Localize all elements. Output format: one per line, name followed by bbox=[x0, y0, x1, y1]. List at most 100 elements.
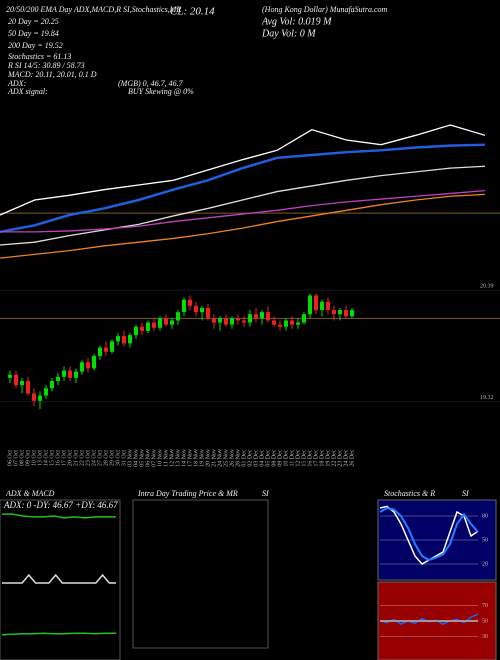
candle-body bbox=[104, 347, 108, 352]
x-tick-label: 18 Dec bbox=[319, 449, 325, 466]
candle-body bbox=[284, 320, 288, 327]
candle-body bbox=[260, 312, 264, 319]
candle-body bbox=[80, 362, 84, 372]
x-tick-label: 21 Nov bbox=[211, 449, 217, 467]
x-tick-label: 16 Oct bbox=[55, 450, 61, 466]
x-tick-label: 03 Nov bbox=[127, 449, 133, 467]
indicator-line bbox=[2, 513, 116, 519]
candle-body bbox=[20, 380, 24, 386]
panel-title: Intra Day Trading Price & MR bbox=[137, 489, 238, 498]
x-tick-label: 10 Nov bbox=[157, 449, 163, 467]
stat: ADX signal: bbox=[7, 87, 48, 96]
x-tick-label: 05 Nov bbox=[139, 449, 145, 467]
candle-body bbox=[302, 314, 306, 323]
x-tick-label: 31 Oct bbox=[121, 450, 127, 466]
indicator-line bbox=[379, 506, 479, 562]
candle-body bbox=[134, 326, 138, 336]
header-close: CL: 20.14 bbox=[170, 6, 215, 18]
x-tick-label: 04 Dec bbox=[259, 449, 265, 466]
candle-body bbox=[278, 324, 282, 327]
candle-body bbox=[8, 374, 12, 378]
stat: BUY Skewing @ 0% bbox=[128, 87, 194, 96]
candle-body bbox=[44, 388, 48, 396]
x-tick-label: 03 Dec bbox=[253, 449, 259, 466]
x-tick-label: 10 Oct bbox=[31, 450, 37, 466]
y-tick-label: 50 bbox=[482, 618, 488, 624]
x-tick-label: 18 Nov bbox=[193, 449, 199, 467]
x-tick-label: 19 Nov bbox=[199, 449, 205, 467]
ma-line bbox=[0, 143, 486, 234]
x-tick-label: 04 Nov bbox=[133, 449, 139, 467]
candle-body bbox=[182, 299, 186, 313]
x-tick-label: 02 Dec bbox=[247, 449, 253, 466]
candle-body bbox=[212, 318, 216, 323]
candle-body bbox=[320, 301, 324, 311]
candle-body bbox=[200, 307, 204, 313]
candle-body bbox=[290, 320, 294, 325]
x-tick-label: 08 Oct bbox=[19, 450, 25, 466]
candle-body bbox=[74, 371, 78, 378]
x-tick-label: 17 Nov bbox=[187, 449, 193, 467]
candle-body bbox=[344, 310, 348, 317]
x-tick-label: 09 Oct bbox=[25, 450, 31, 466]
stat: ADX: bbox=[7, 79, 27, 88]
x-tick-label: 12 Dec bbox=[295, 449, 301, 466]
indicator-line bbox=[1, 632, 116, 636]
day-volume: Day Vol: 0 M bbox=[261, 28, 316, 39]
y-tick-label: 19.32 bbox=[480, 395, 494, 401]
candle-body bbox=[62, 370, 66, 377]
panel-title: SI bbox=[462, 489, 469, 498]
x-tick-label: 20 Oct bbox=[67, 450, 73, 466]
adx-frame bbox=[0, 499, 121, 660]
candle-body bbox=[26, 380, 30, 394]
candle-body bbox=[314, 295, 318, 311]
candle-body bbox=[116, 336, 120, 342]
candle-body bbox=[332, 310, 336, 315]
candle-body bbox=[110, 341, 114, 352]
candle-body bbox=[32, 393, 36, 401]
stat: MACD: 20.11, 20.01, 0.1 D bbox=[7, 70, 97, 79]
candle-body bbox=[176, 312, 180, 321]
candle-body bbox=[242, 320, 246, 323]
ma-line bbox=[0, 189, 486, 233]
candle-body bbox=[170, 320, 174, 325]
x-tick-label: 29 Oct bbox=[109, 450, 115, 466]
y-tick-label: 30 bbox=[482, 634, 488, 640]
candle-body bbox=[140, 326, 144, 331]
candle-body bbox=[50, 380, 54, 389]
x-tick-label: 01 Dec bbox=[241, 449, 247, 466]
x-tick-label: 26 Nov bbox=[229, 449, 235, 467]
x-tick-label: 15 Dec bbox=[301, 449, 307, 466]
candle-body bbox=[224, 318, 228, 325]
candle-body bbox=[98, 347, 102, 356]
x-tick-label: 16 Dec bbox=[307, 449, 313, 466]
stat: R SI 14/5: 30.89 / 58.73 bbox=[7, 61, 85, 70]
candle-body bbox=[206, 307, 210, 319]
candle-body bbox=[308, 295, 312, 315]
x-tick-label: 13 Oct bbox=[37, 450, 43, 466]
stat: 50 Day = 19.84 bbox=[8, 29, 59, 38]
candle-body bbox=[38, 395, 42, 401]
candle-body bbox=[68, 370, 72, 378]
x-tick-label: 27 Oct bbox=[97, 450, 103, 466]
x-tick-label: 24 Nov bbox=[217, 449, 223, 467]
candle-body bbox=[254, 314, 258, 319]
x-tick-label: 06 Oct bbox=[7, 450, 13, 466]
candle-body bbox=[296, 322, 300, 325]
panel-title: SI bbox=[262, 489, 269, 498]
candle-body bbox=[14, 374, 18, 386]
candle-body bbox=[272, 320, 276, 325]
stat: 200 Day = 19.52 bbox=[8, 41, 63, 50]
stat: Stochastics = 61.13 bbox=[8, 52, 71, 61]
candle-body bbox=[236, 318, 240, 321]
x-tick-label: 09 Dec bbox=[277, 449, 283, 466]
x-tick-label: 30 Oct bbox=[115, 450, 121, 466]
stat: 20 Day = 20.25 bbox=[8, 17, 59, 26]
ma-line bbox=[0, 124, 486, 216]
x-tick-label: 26 Dec bbox=[349, 449, 355, 466]
x-tick-label: 07 Oct bbox=[13, 450, 19, 466]
y-tick-label: 20 bbox=[482, 561, 488, 567]
x-tick-label: 07 Nov bbox=[151, 449, 157, 467]
candle-body bbox=[230, 318, 234, 325]
